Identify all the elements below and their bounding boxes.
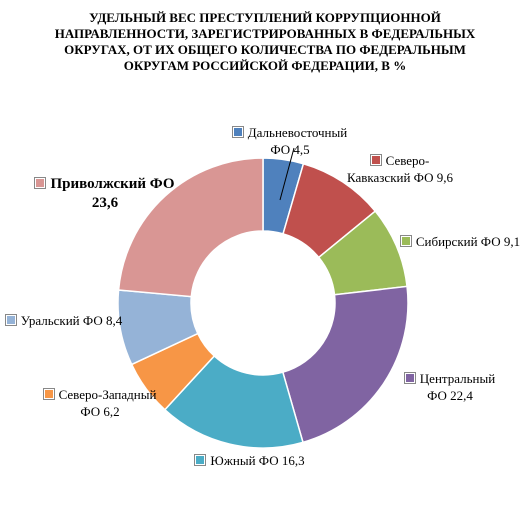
data-label: Южный ФО 16,3 bbox=[194, 452, 305, 469]
data-label: Центральный ФО 22,4 bbox=[395, 370, 505, 404]
data-label: Дальневосточный ФО 4,5 bbox=[225, 124, 355, 158]
value-label: 9,1 bbox=[503, 234, 521, 249]
legend-swatch bbox=[369, 154, 382, 166]
legend-swatch bbox=[194, 454, 207, 466]
legend-swatch bbox=[4, 314, 17, 326]
legend-swatch bbox=[42, 388, 55, 400]
donut-segment bbox=[117, 157, 264, 298]
category-label: Северо-Кавказский ФО bbox=[347, 153, 434, 185]
legend-swatch bbox=[34, 177, 47, 189]
value-label: 9,6 bbox=[436, 170, 453, 185]
value-label: 23,6 bbox=[91, 195, 119, 211]
category-label: Центральный ФО bbox=[419, 371, 496, 403]
data-label: Северо-Кавказский ФО 9,6 bbox=[345, 152, 455, 186]
category-label: Сибирский ФО bbox=[415, 234, 501, 249]
legend-swatch bbox=[399, 235, 412, 247]
donut-segment bbox=[281, 285, 409, 444]
chart-title: УДЕЛЬНЫЙ ВЕС ПРЕСТУПЛЕНИЙ КОРРУПЦИОННОЙ … bbox=[54, 10, 476, 73]
leader-line bbox=[279, 147, 295, 201]
value-label: 8,4 bbox=[105, 313, 123, 328]
legend-swatch bbox=[231, 126, 244, 138]
category-label: Северо-Западный ФО bbox=[58, 387, 157, 419]
category-label: Дальневосточный ФО bbox=[247, 125, 348, 157]
category-label: Приволжский ФО bbox=[50, 176, 175, 192]
category-label: Южный ФО bbox=[210, 453, 279, 468]
value-label: 16,3 bbox=[281, 453, 305, 468]
value-label: 4,5 bbox=[293, 142, 310, 157]
data-label: Сибирский ФО 9,1 bbox=[398, 233, 523, 250]
value-label: 22,4 bbox=[450, 388, 473, 403]
data-label: Северо-Западный ФО 6,2 bbox=[40, 386, 160, 420]
legend-swatch bbox=[403, 372, 416, 384]
data-label: Приволжский ФО 23,6 bbox=[30, 175, 180, 213]
data-label: Уральский ФО 8,4 bbox=[4, 312, 124, 329]
category-label: Уральский ФО bbox=[20, 313, 103, 328]
value-label: 6,2 bbox=[103, 404, 120, 419]
